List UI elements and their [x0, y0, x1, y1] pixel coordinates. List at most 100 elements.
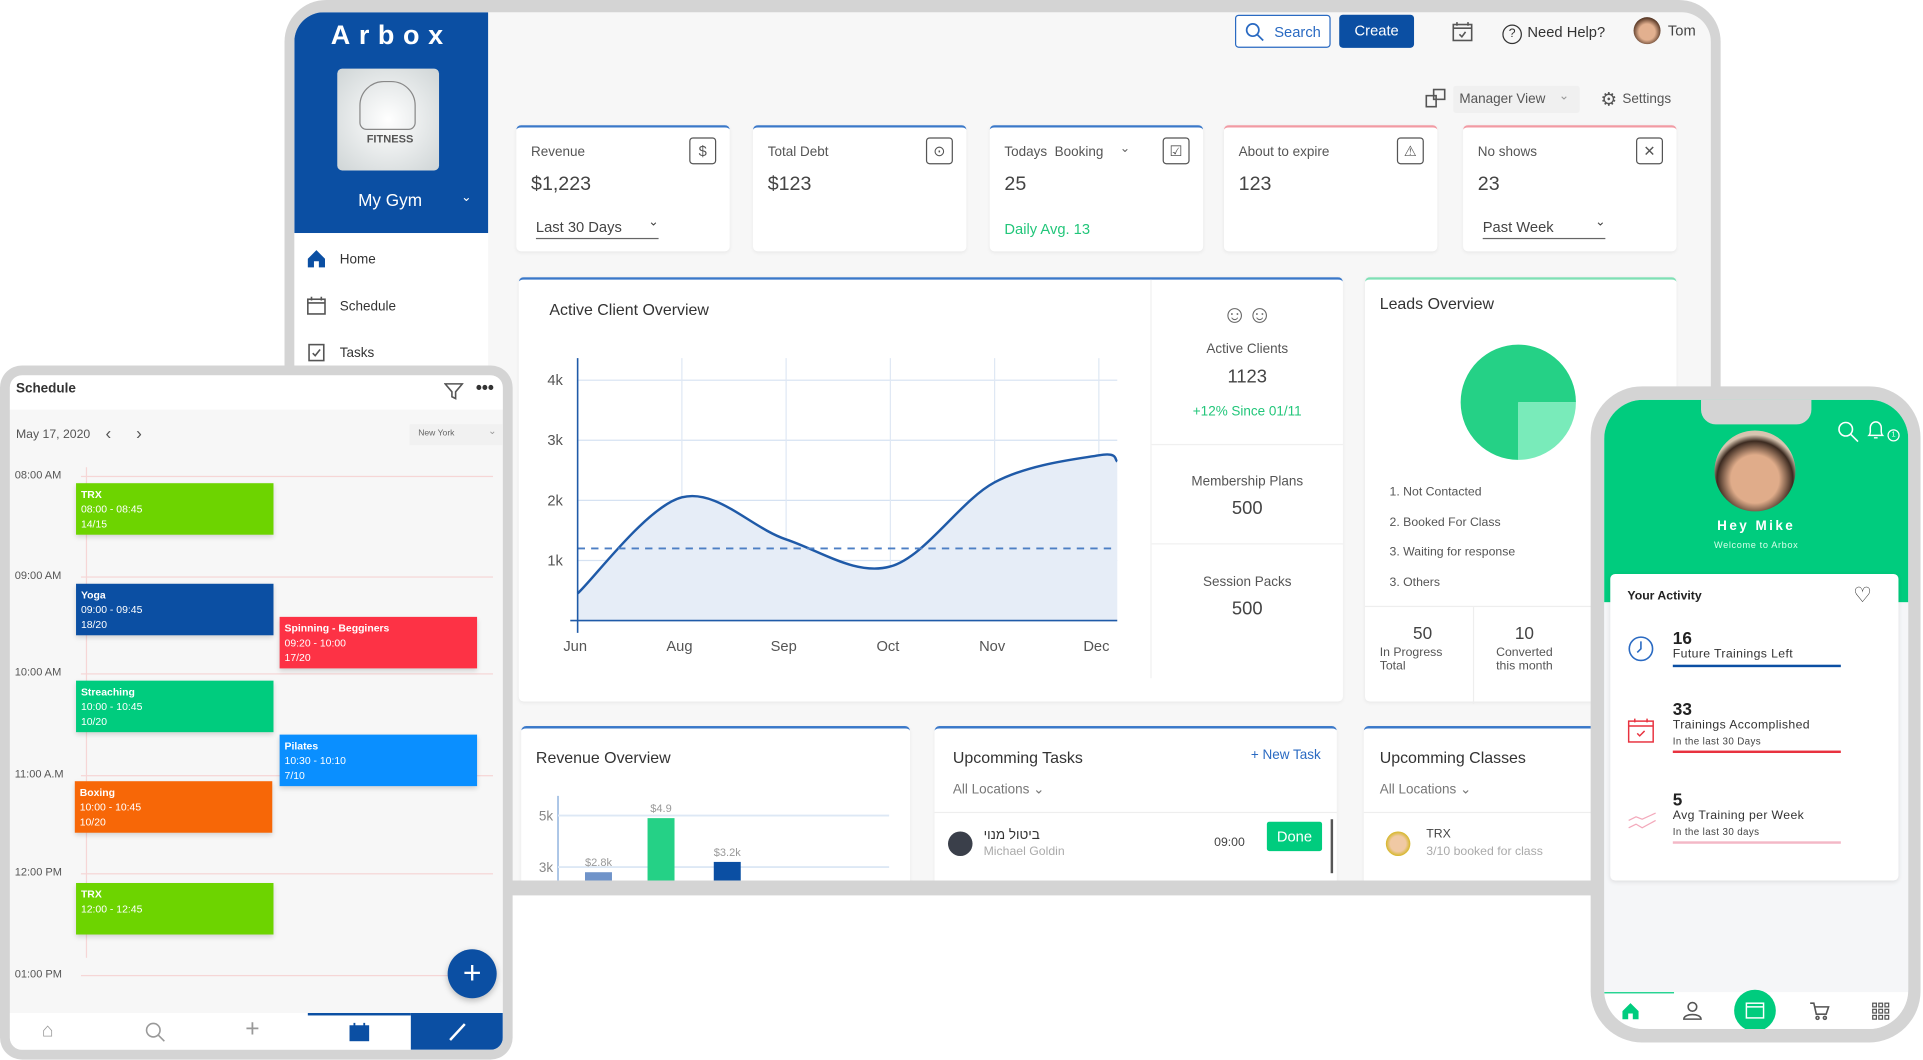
new-task-button[interactable]: + New Task [1251, 748, 1321, 763]
view-select-value: Manager View [1459, 92, 1545, 107]
in-progress-label: In Progress Total [1380, 646, 1466, 673]
stat-value: $1,223 [531, 174, 591, 196]
event-time: 10:30 - 10:10 [285, 753, 473, 768]
calendar-tab[interactable] [1734, 990, 1776, 1029]
chevron-down-icon[interactable]: ⌄ [1120, 142, 1130, 155]
chevron-right-icon[interactable]: › [136, 423, 142, 443]
locations-filter-value: All Locations [953, 782, 1029, 797]
hour-line [81, 476, 493, 477]
activity-card: Your Activity ♡ 16 Future Trainings Left… [1610, 574, 1898, 881]
help-icon: ? [1502, 25, 1522, 45]
sidebar-item-schedule[interactable]: Schedule [307, 296, 327, 322]
session-packs-value: 500 [1152, 598, 1343, 619]
task-row[interactable]: ביטול מנוי Michael Goldin 09:00 Done [935, 813, 1337, 872]
stat-value: $123 [768, 174, 812, 196]
plus-icon[interactable]: + [245, 1015, 259, 1043]
search-icon[interactable] [1837, 421, 1859, 443]
locations-filter[interactable]: All Locations ⌄ [953, 781, 1045, 797]
user-name[interactable]: Tom [1668, 22, 1696, 39]
legend-item: 2. Booked For Class [1390, 508, 1516, 538]
task-person: Michael Goldin [984, 845, 1065, 858]
time-label: 01:00 PM [15, 968, 62, 980]
locations-filter[interactable]: All Locations ⌄ [1380, 781, 1472, 797]
event-name: TRX [81, 887, 269, 902]
card-title: Upcomming Tasks [953, 748, 1083, 766]
view-select[interactable]: Manager View ⌄ [1453, 86, 1579, 113]
event-count: 10/20 [81, 714, 269, 729]
event-count: 7/10 [285, 768, 473, 783]
calendar-icon [1745, 1001, 1765, 1019]
event-count: 18/20 [81, 617, 269, 632]
scrollbar[interactable] [1331, 819, 1333, 873]
user-avatar[interactable] [1715, 430, 1796, 511]
converted-stat: 10 Converted this month [1488, 623, 1562, 673]
user-icon[interactable] [1683, 1001, 1703, 1021]
done-button[interactable]: Done [1267, 822, 1322, 851]
settings-link[interactable]: ⚙ Settings [1600, 88, 1671, 111]
chevron-down-icon[interactable]: ⌄ [461, 191, 471, 204]
home-icon[interactable]: ⌂ [42, 1020, 54, 1042]
bar-value-label: $3.2k [714, 847, 741, 859]
x-tick-label: Aug [666, 639, 692, 655]
more-icon[interactable]: ••• [476, 378, 494, 398]
calendar-icon[interactable] [348, 1022, 370, 1043]
stat-card: Total Debt ⊙ $123 [753, 125, 966, 251]
cart-icon[interactable] [1809, 1002, 1830, 1020]
x-tick-label: Oct [876, 639, 899, 655]
event-name: Pilates [285, 738, 473, 753]
activity-label: Trainings Accomplished [1673, 719, 1841, 732]
search-button[interactable]: Search [1235, 15, 1331, 48]
stat-footer: Daily Avg. 13 [1004, 221, 1090, 238]
user-avatar[interactable] [1634, 17, 1661, 44]
help-label: Need Help? [1527, 23, 1605, 40]
activity-label: Avg Training per Week [1673, 809, 1841, 822]
calendar-check-icon: ☑ [1163, 137, 1190, 164]
gym-name[interactable]: My Gym [358, 190, 422, 210]
notification-count: 1 [1887, 429, 1899, 441]
sidebar-item-tasks[interactable]: Tasks [307, 342, 327, 368]
card-title: Leads Overview [1380, 294, 1494, 312]
schedule-title: Schedule [16, 381, 76, 396]
activity-progress [1673, 841, 1841, 843]
card-title: Upcomming Classes [1380, 748, 1526, 766]
activity-value: 33 [1673, 699, 1841, 719]
period-select[interactable]: Past Week⌄ [1483, 218, 1606, 239]
bar-value-label: $4.9 [650, 803, 671, 815]
filter-icon[interactable] [444, 381, 464, 401]
period-select-value: Last 30 Days [536, 218, 622, 235]
period-select[interactable]: Last 30 Days⌄ [536, 218, 659, 239]
avatar [1386, 831, 1411, 856]
calendar-check-icon[interactable] [1452, 21, 1473, 42]
period-select-value: Past Week [1483, 218, 1554, 235]
clock-icon [1627, 635, 1654, 662]
create-button[interactable]: Create [1339, 15, 1414, 48]
event-name: TRX [81, 487, 269, 502]
gear-icon: ⚙ [1600, 90, 1616, 111]
edit-tab[interactable] [411, 1013, 503, 1050]
search-icon[interactable] [145, 1022, 166, 1043]
help-link[interactable]: ? Need Help? [1502, 21, 1605, 44]
location-select[interactable]: New York ⌄ [410, 424, 503, 445]
home-icon[interactable] [1621, 1002, 1639, 1020]
active-client-stats: ☺☺ Active Clients 1123 +12% Since 01/11 … [1152, 280, 1343, 620]
calendar-check-icon [1627, 717, 1654, 744]
time-label: 09:00 AM [15, 569, 62, 581]
chevron-down-icon: ⌄ [488, 426, 496, 437]
leads-pie-chart [1457, 341, 1580, 464]
notification-bell[interactable]: 1 [1867, 419, 1904, 446]
activity-item: 16 Future Trainings Left [1673, 628, 1841, 667]
grid-icon[interactable] [1871, 1002, 1889, 1020]
add-event-button[interactable]: + [448, 949, 497, 998]
tablet-bottom-nav: ⌂ + [10, 1013, 503, 1050]
chevron-left-icon[interactable]: ‹ [105, 423, 111, 443]
sidebar-item-home[interactable]: Home [307, 249, 327, 275]
